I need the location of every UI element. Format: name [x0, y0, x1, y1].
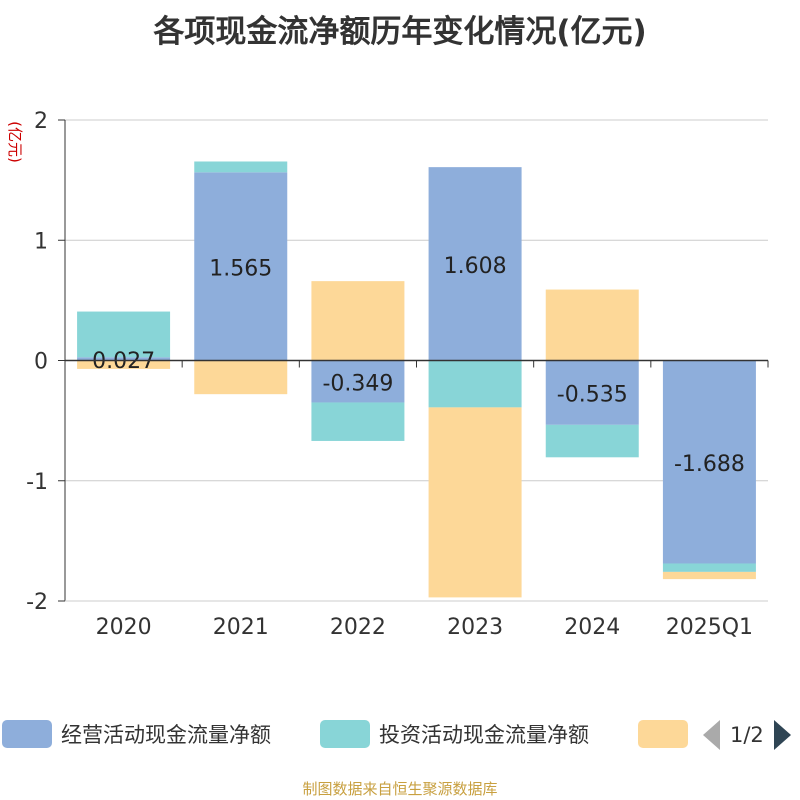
data-label-2021: 1.565 [209, 256, 272, 281]
bar-2021-series-1 [194, 161, 288, 173]
y-tick-label: -2 [26, 590, 48, 615]
data-label-2025Q1: -1.688 [674, 452, 745, 477]
chart-title: 各项现金流净额历年变化情况(亿元) [153, 14, 647, 50]
legend-page-indicator: 1/2 [730, 723, 764, 747]
bar-2022-series-1 [311, 402, 405, 441]
bar-2023-series-1 [428, 360, 522, 408]
x-tick-label-2022: 2022 [330, 615, 386, 640]
legend-label-investing: 投资活动现金流量净额 [379, 723, 589, 747]
bar-2024-series-0 [545, 360, 639, 425]
y-tick-label: 2 [34, 109, 48, 134]
bar-2022-series-2 [311, 281, 405, 361]
bar-2025Q1-series-2 [662, 571, 756, 580]
legend: 经营活动现金流量净额 投资活动现金流量净额 [0, 716, 800, 756]
bar-2025Q1-series-0 [662, 360, 756, 564]
bar-2024-series-2 [545, 289, 639, 361]
y-axis-label: (亿元) [6, 121, 24, 163]
y-tick-label: 1 [34, 229, 48, 254]
stacked-bar-chart: 2 1 0 -1 -2 (亿元) 0.027 1.565 -0.349 1.608 -0.535 -1… [6, 109, 769, 640]
legend-item-financing[interactable] [638, 716, 688, 752]
bar-2020-series-0 [77, 357, 171, 361]
bar-2021-series-0 [194, 172, 288, 361]
bar-2021-series-2 [194, 360, 288, 395]
y-tick-label: 0 [34, 350, 48, 375]
x-tick-label-2023: 2023 [447, 615, 503, 640]
bar-2025Q1-series-1 [662, 563, 756, 572]
chevron-left-icon[interactable] [703, 720, 720, 750]
legend-swatch-investing [320, 720, 370, 748]
x-tick-label-2021: 2021 [213, 615, 269, 640]
data-label-2024: -0.535 [557, 383, 628, 408]
x-tick-label-2020: 2020 [96, 615, 152, 640]
legend-item-operating[interactable]: 经营活动现金流量净额 [2, 716, 271, 752]
legend-pager: 1/2 [703, 720, 791, 750]
x-tick-label-2024: 2024 [564, 615, 620, 640]
data-label-2022: -0.349 [322, 371, 393, 396]
legend-item-investing[interactable]: 投资活动现金流量净额 [320, 716, 589, 752]
legend-label-operating: 经营活动现金流量净额 [61, 723, 271, 747]
data-source-footer: 制图数据来自恒生聚源数据库 [302, 780, 498, 798]
bar-2022-series-0 [311, 360, 405, 403]
legend-swatch-operating [2, 720, 52, 748]
bar-2020-series-1 [77, 311, 171, 358]
legend-swatch-financing [638, 720, 688, 748]
chevron-right-icon[interactable] [773, 720, 791, 750]
bar-2023-series-0 [428, 167, 522, 361]
x-tick-label-2025Q1: 2025Q1 [666, 615, 753, 640]
bar-2024-series-1 [545, 424, 639, 458]
data-label-2020: 0.027 [92, 349, 155, 374]
bar-2023-series-2 [428, 407, 522, 598]
data-label-2023: 1.608 [444, 254, 507, 279]
y-tick-label: -1 [26, 470, 48, 495]
bar-2020-series-2 [77, 360, 171, 369]
